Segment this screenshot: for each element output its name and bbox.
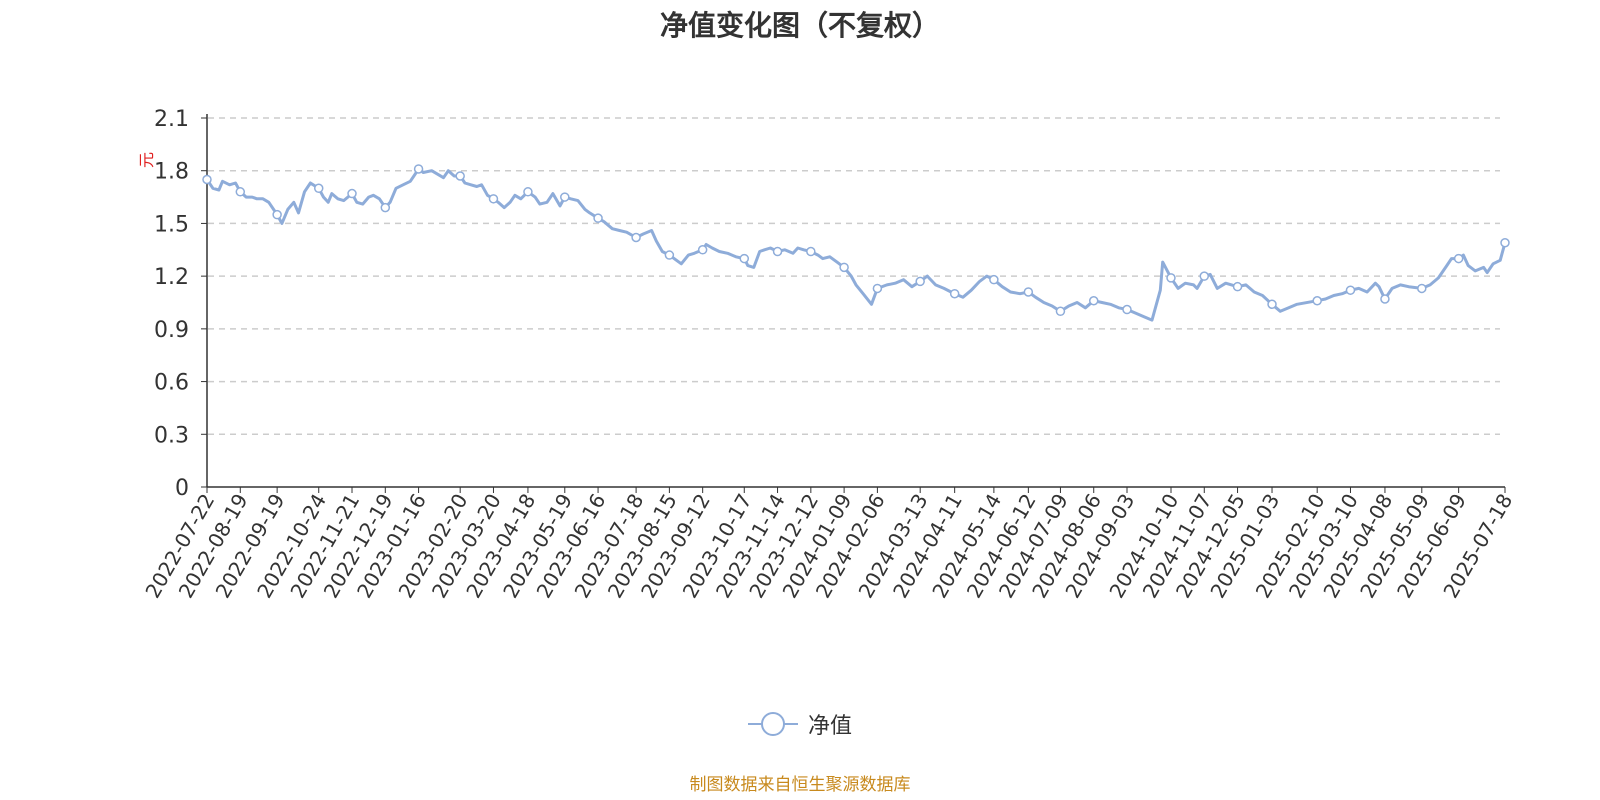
data-point-marker	[739, 253, 750, 264]
data-point-marker	[272, 209, 282, 220]
data-point-marker	[1267, 299, 1277, 310]
data-point-marker	[1023, 287, 1034, 297]
data-point-marker	[697, 245, 708, 255]
data-point-marker	[523, 187, 533, 197]
y-tick-label: 1.2	[154, 265, 189, 290]
data-point-marker	[1232, 281, 1243, 292]
data-point-marker	[380, 202, 391, 213]
legend-label: 净值	[807, 714, 852, 739]
y-tick-labels: 0 0.3 0.6 0.9 1.2 1.5 1.8 2.1	[154, 107, 189, 501]
legend[interactable]: 净值	[0, 706, 1600, 742]
grid-lines	[208, 117, 1500, 436]
y-tick-label: 1.8	[154, 160, 189, 185]
data-point-marker	[235, 187, 246, 197]
circle-line-legend-icon	[747, 712, 798, 736]
data-point-marker	[593, 213, 603, 223]
y-tick-label: 0.3	[154, 423, 189, 448]
legend-item-net-value[interactable]: 净值	[747, 708, 852, 740]
y-tick-label: 2.1	[154, 107, 189, 132]
data-point-marker	[806, 246, 816, 257]
data-point-marker	[1088, 295, 1099, 306]
data-point-marker	[839, 262, 849, 273]
x-tick-labels: 2022-07-222022-08-192022-09-192022-10-24…	[140, 489, 1517, 602]
data-point-marker	[915, 276, 925, 287]
data-point-marker	[664, 250, 675, 260]
data-point-marker	[1380, 294, 1390, 304]
y-tick-label: 1.5	[154, 212, 189, 237]
y-tick-label: 0.9	[154, 318, 189, 343]
series-line	[205, 167, 1507, 322]
data-point-marker	[560, 192, 570, 202]
data-point-marker	[949, 288, 960, 299]
data-point-marker	[1500, 238, 1510, 248]
y-axis-unit-label: 元	[137, 152, 156, 168]
y-tick-label: 0	[175, 476, 189, 501]
data-point-marker	[1055, 306, 1066, 317]
data-point-marker	[313, 183, 324, 194]
data-point-marker	[1312, 295, 1322, 306]
data-point-marker	[772, 246, 783, 257]
data-point-marker	[413, 164, 424, 174]
data-point-marker	[872, 283, 883, 294]
data-point-marker	[1345, 285, 1356, 295]
data-point-marker	[488, 194, 499, 204]
data-point-marker	[989, 274, 999, 285]
data-point-marker	[455, 171, 465, 181]
source-note: 制图数据来自恒生聚源数据库	[689, 775, 911, 795]
axes	[201, 114, 1506, 493]
data-point-marker	[1122, 304, 1132, 315]
chart-title: 净值变化图（不复权）	[659, 9, 940, 42]
y-tick-label: 0.6	[154, 371, 189, 396]
data-point-marker	[202, 174, 212, 185]
data-point-marker	[1199, 271, 1210, 281]
data-point-marker	[631, 232, 641, 243]
data-point-marker	[1417, 283, 1427, 294]
data-point-marker	[1166, 273, 1176, 283]
series-net-value	[202, 164, 1510, 322]
data-point-marker	[1453, 253, 1464, 264]
data-point-marker	[347, 188, 357, 199]
